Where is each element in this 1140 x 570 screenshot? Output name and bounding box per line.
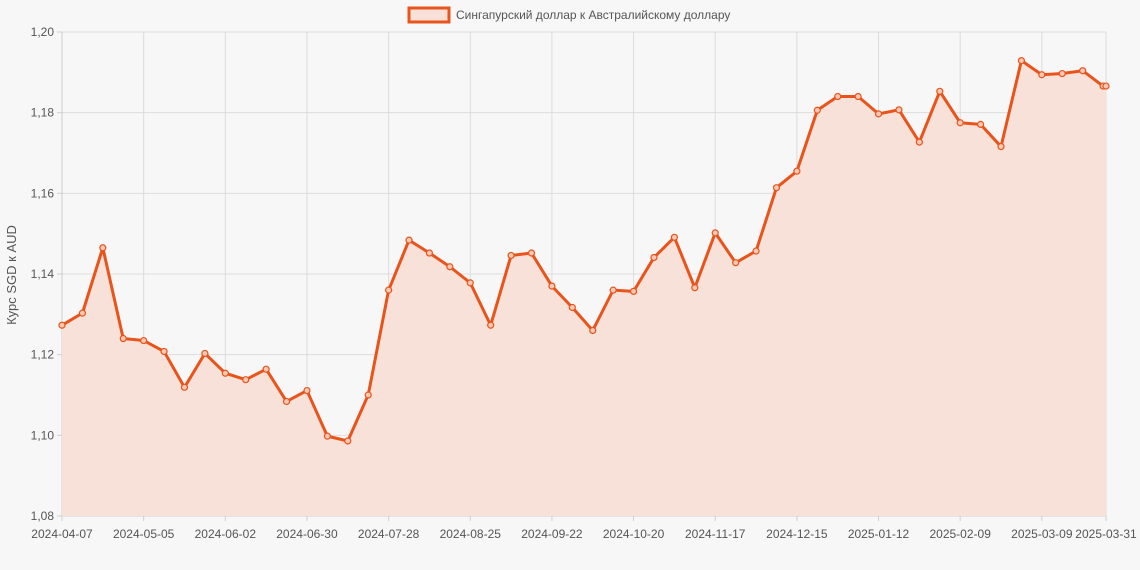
- x-tick-label: 2025-02-09: [929, 527, 991, 541]
- y-axis-title: Курс SGD к AUD: [4, 225, 19, 325]
- data-point[interactable]: [446, 263, 454, 271]
- data-point[interactable]: [201, 349, 209, 358]
- data-point[interactable]: [487, 321, 495, 329]
- x-tick-label: 2024-09-22: [521, 527, 583, 541]
- legend-swatch[interactable]: [407, 6, 451, 24]
- data-point[interactable]: [977, 120, 985, 128]
- x-tick-label: 2024-07-28: [358, 527, 420, 541]
- data-point[interactable]: [854, 92, 862, 101]
- data-point[interactable]: [405, 236, 413, 244]
- y-tick-label: 1,10: [31, 428, 55, 442]
- data-point[interactable]: [895, 106, 903, 114]
- y-tick-label: 1,20: [31, 25, 55, 39]
- data-point[interactable]: [242, 376, 250, 384]
- x-tick-label: 2024-05-05: [113, 527, 175, 541]
- x-tick-label: 2025-03-09: [1011, 527, 1073, 541]
- data-point[interactable]: [711, 229, 719, 237]
- data-point[interactable]: [262, 365, 270, 373]
- data-point[interactable]: [1102, 82, 1110, 90]
- data-point[interactable]: [425, 249, 434, 257]
- data-point[interactable]: [997, 142, 1005, 151]
- data-point[interactable]: [568, 303, 576, 312]
- data-points-layer[interactable]: [58, 57, 1110, 445]
- x-tick-label: 2024-06-02: [195, 527, 257, 541]
- x-tick-label: 2025-03-31: [1075, 527, 1137, 541]
- data-point[interactable]: [670, 233, 679, 241]
- x-tick-label: 2025-01-12: [848, 527, 910, 541]
- data-point[interactable]: [58, 321, 66, 329]
- y-tick-label: 1,12: [31, 348, 55, 362]
- data-point[interactable]: [282, 397, 291, 406]
- data-point[interactable]: [915, 138, 923, 146]
- y-tick-label: 1,18: [31, 106, 55, 120]
- data-point[interactable]: [344, 437, 352, 445]
- data-point[interactable]: [1058, 69, 1066, 78]
- data-point[interactable]: [732, 259, 740, 267]
- data-point[interactable]: [221, 369, 229, 377]
- data-point[interactable]: [78, 309, 87, 317]
- data-point[interactable]: [691, 284, 699, 292]
- series-area-fill: [62, 60, 1106, 516]
- y-tick-label: 1,16: [31, 186, 55, 200]
- data-point[interactable]: [772, 184, 781, 192]
- legend-label[interactable]: Сингапурский доллар к Австралийскому дол…: [456, 8, 730, 22]
- data-point[interactable]: [609, 286, 617, 294]
- x-tick-label: 2024-04-07: [31, 527, 93, 541]
- data-point[interactable]: [99, 244, 107, 252]
- data-point[interactable]: [874, 110, 883, 118]
- x-tick-label: 2024-11-17: [685, 527, 746, 541]
- data-point[interactable]: [629, 287, 638, 295]
- data-point[interactable]: [834, 92, 842, 101]
- x-tick-label: 2024-08-25: [440, 527, 502, 541]
- x-tick-label: 2024-10-20: [603, 527, 665, 541]
- data-point[interactable]: [364, 391, 372, 399]
- x-tick-label: 2024-06-30: [276, 527, 338, 541]
- y-tick-label: 1,08: [31, 509, 55, 523]
- y-axis-ticks: 1,08 1,10 1,12 1,14 1,16 1,18 1,20: [31, 25, 55, 523]
- y-tick-label: 1,14: [31, 267, 55, 281]
- data-point[interactable]: [589, 326, 597, 335]
- data-point[interactable]: [956, 119, 964, 127]
- x-axis-ticks: 2024-04-07 2024-05-05 2024-06-02 2024-06-30…: [31, 527, 1137, 541]
- data-point[interactable]: [119, 334, 127, 343]
- data-point[interactable]: [140, 336, 148, 345]
- data-point[interactable]: [160, 347, 168, 356]
- data-point[interactable]: [1017, 57, 1026, 65]
- data-point[interactable]: [385, 286, 393, 294]
- data-point[interactable]: [180, 383, 189, 391]
- data-point[interactable]: [323, 432, 331, 440]
- legend[interactable]: Сингапурский доллар к Австралийскому дол…: [407, 6, 730, 24]
- data-point[interactable]: [1038, 71, 1046, 79]
- data-point[interactable]: [527, 249, 536, 257]
- x-tick-label: 2024-12-15: [766, 527, 828, 541]
- data-point[interactable]: [752, 247, 760, 255]
- data-point[interactable]: [813, 106, 821, 114]
- data-point[interactable]: [548, 282, 556, 290]
- area-fill-layer: [62, 60, 1106, 516]
- data-point[interactable]: [650, 253, 658, 262]
- data-point[interactable]: [303, 386, 311, 395]
- data-point[interactable]: [507, 251, 515, 260]
- data-point[interactable]: [466, 279, 474, 287]
- data-point[interactable]: [1079, 67, 1087, 75]
- data-point[interactable]: [936, 87, 944, 95]
- data-point[interactable]: [793, 167, 801, 175]
